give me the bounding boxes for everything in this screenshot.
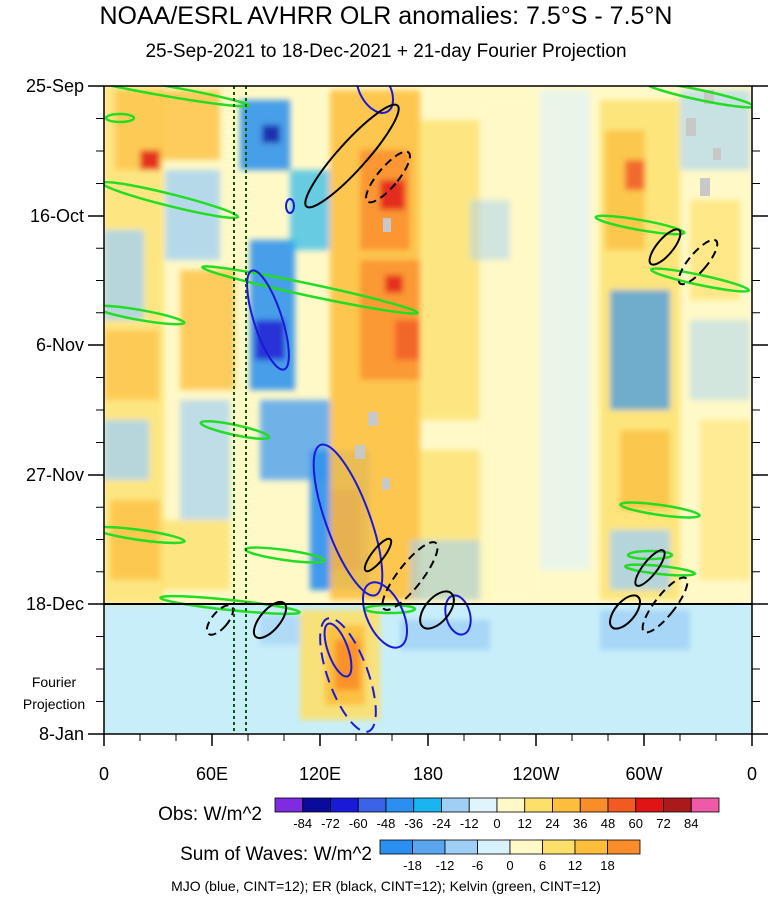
colorbar-tick-label: 0 — [506, 858, 513, 873]
colorbar-swatch — [477, 839, 511, 855]
y-tick-label: 25-Sep — [26, 76, 84, 96]
y-tick-label: 6-Nov — [36, 335, 84, 355]
colorbar-swatch — [552, 797, 581, 813]
colorbar-swatch — [496, 797, 526, 813]
colorbar-tick-label: -72 — [321, 816, 340, 831]
x-tick-label: 180 — [413, 764, 443, 784]
colorbar-tick-label: -6 — [472, 858, 484, 873]
colorbar-tick-label: -36 — [404, 816, 423, 831]
colorbar-tick-label: 36 — [573, 816, 587, 831]
y-axis: 25-Sep 16-Oct 6-Nov 27-Nov 18-Dec 8-Jan — [26, 76, 768, 744]
colorbar-swatch — [274, 797, 304, 813]
colorbar-swatch — [444, 839, 478, 855]
colorbar-swatch — [509, 839, 543, 855]
colorbar-swatch — [579, 797, 609, 813]
chart-subtitle: 25-Sep-2021 to 18-Dec-2021 + 21-day Four… — [145, 41, 627, 62]
colorbar-label: Obs: W/m^2 — [158, 804, 262, 825]
colorbar-tick-label: -18 — [403, 858, 422, 873]
obs-colorbar: -84 -72 -60 -48 -36 -24 -12 0 12 24 36 48 60 72 84 Obs:… — [158, 797, 720, 831]
colorbar-swatch — [574, 839, 608, 855]
colorbar-swatch — [302, 797, 331, 813]
colorbar-tick-label: 0 — [493, 816, 500, 831]
projection-label: Fourier Projection — [12, 671, 96, 715]
colorbar-swatch — [468, 797, 498, 813]
colorbar-swatch — [607, 797, 637, 813]
colorbar-swatch — [330, 797, 359, 813]
colorbar-swatch — [635, 797, 664, 813]
colorbar-tick-label: -12 — [460, 816, 479, 831]
colorbar-tick-label: 48 — [601, 816, 615, 831]
x-tick-label: 60W — [625, 764, 662, 784]
y-tick-label: 8-Jan — [39, 724, 84, 744]
projection-label-line1: Fourier — [31, 674, 77, 690]
y-tick-label: 16-Oct — [30, 206, 84, 226]
waves-colorbar: -18 -12 -6 0 6 12 18 Sum of Waves: W/m^2 — [180, 839, 641, 873]
y-tick-label: 27-Nov — [26, 465, 84, 485]
colorbar-tick-label: 24 — [545, 816, 559, 831]
er-wave-contours — [205, 103, 719, 640]
chart-title: NOAA/ESRL AVHRR OLR anomalies: 7.5°S - 7… — [99, 2, 673, 30]
x-tick-label: 120W — [512, 764, 559, 784]
x-tick-label: 120E — [299, 764, 341, 784]
projection-label-line2: Projection — [22, 696, 86, 712]
colorbar-label: Sum of Waves: W/m^2 — [180, 844, 372, 865]
x-tick-label: 0 — [747, 764, 757, 784]
colorbar-tick-label: -60 — [349, 816, 368, 831]
colorbar-tick-label: 60 — [629, 816, 643, 831]
x-tick-label: 60E — [196, 764, 228, 784]
colorbar-tick-label: -84 — [293, 816, 312, 831]
colorbar-swatch — [412, 839, 446, 855]
colorbar-swatch — [524, 797, 553, 813]
colorbar-tick-label: 12 — [568, 858, 582, 873]
colorbar-swatch — [441, 797, 470, 813]
x-axis: 0 60E 120E 180 120W 60W 0 — [99, 734, 757, 784]
colorbar-tick-label: 72 — [656, 816, 670, 831]
colorbar-swatch — [385, 797, 415, 813]
colorbar-swatch — [357, 797, 387, 813]
colorbar-tick-label: -48 — [377, 816, 396, 831]
footnote: MJO (blue, CINT=12); ER (black, CINT=12)… — [171, 878, 601, 894]
colorbar-tick-label: 12 — [518, 816, 532, 831]
colorbar-swatch — [690, 797, 720, 813]
colorbar-tick-label: -12 — [436, 858, 455, 873]
colorbar-tick-label: 84 — [684, 816, 698, 831]
colorbar-tick-label: -24 — [432, 816, 451, 831]
colorbar-swatch — [663, 797, 692, 813]
y-tick-label: 18-Dec — [26, 594, 84, 614]
colorbar-swatch — [413, 797, 442, 813]
colorbar-swatch — [542, 839, 576, 855]
colorbar-tick-label: 18 — [600, 858, 614, 873]
colorbar-tick-label: 6 — [539, 858, 546, 873]
colorbar-swatch — [607, 839, 641, 855]
anomaly-field — [104, 86, 750, 720]
x-tick-label: 0 — [99, 764, 109, 784]
colorbar-swatch — [379, 839, 413, 855]
